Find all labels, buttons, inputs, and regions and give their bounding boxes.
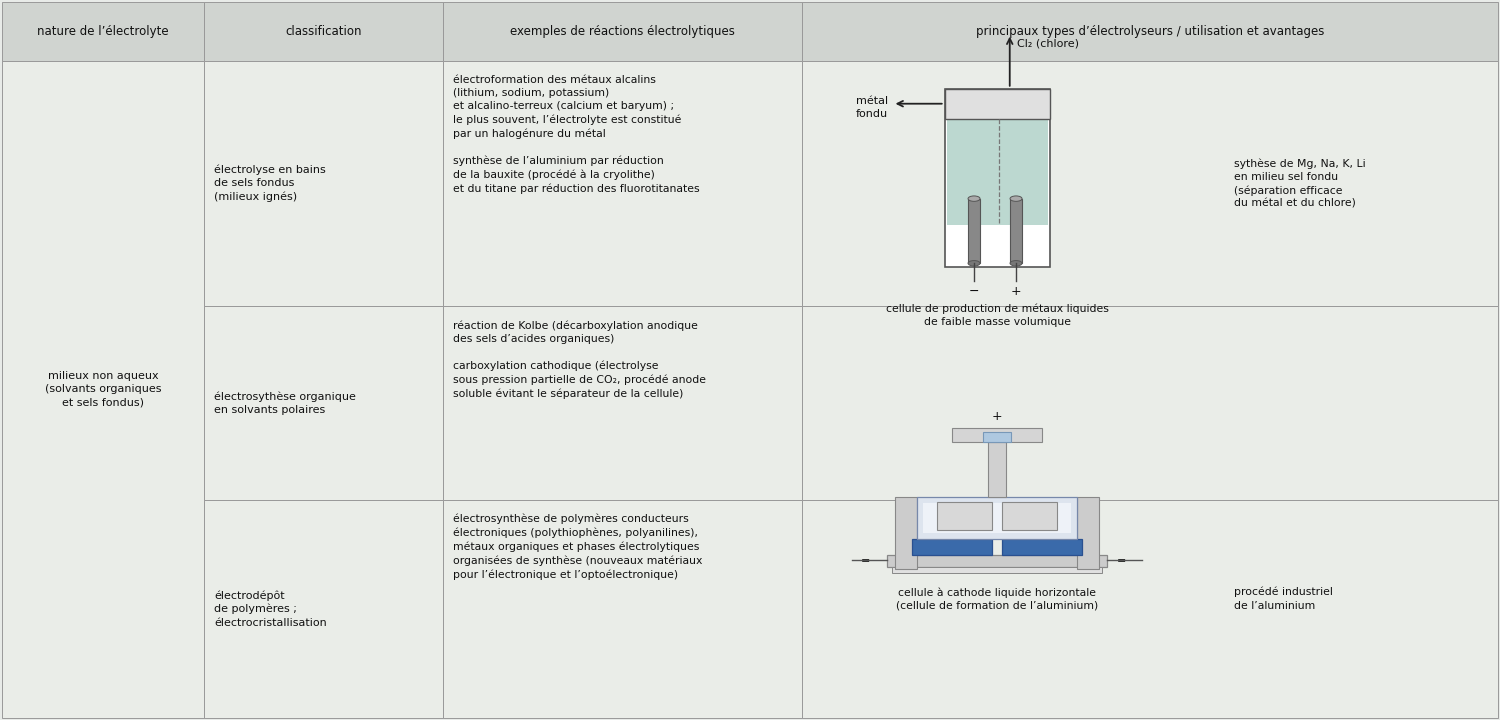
Bar	[916, 497, 1077, 539]
Bar	[802, 2, 1498, 60]
Text: sythèse de Mg, Na, K, Li
en milieu sel fondu
(séparation efficace
du métal et du: sythèse de Mg, Na, K, Li en milieu sel f…	[1233, 158, 1365, 209]
Text: Cl₂ (chlore): Cl₂ (chlore)	[1017, 39, 1078, 49]
Bar	[922, 503, 1071, 533]
Text: procédé industriel
de l’aluminium: procédé industriel de l’aluminium	[1233, 587, 1332, 611]
Bar	[1010, 199, 1022, 264]
Bar	[444, 2, 802, 60]
Bar	[204, 306, 444, 500]
Ellipse shape	[968, 261, 980, 266]
Text: principaux types d’électrolyseurs / utilisation et avantages: principaux types d’électrolyseurs / util…	[976, 25, 1324, 38]
Bar	[886, 555, 1107, 567]
Bar	[802, 500, 1498, 718]
Text: électrolyse en bains
de sels fondus
(milieux ignés): électrolyse en bains de sels fondus (mil…	[214, 165, 326, 202]
Text: milieux non aqueux
(solvants organiques
et sels fondus): milieux non aqueux (solvants organiques …	[45, 371, 160, 408]
Text: métal
fondu: métal fondu	[855, 96, 888, 119]
Text: =: =	[861, 556, 870, 566]
Text: électrosynthèse de polymères conducteurs
électroniques (polythiophènes, polyanil: électrosynthèse de polymères conducteurs…	[453, 513, 702, 580]
Ellipse shape	[1010, 261, 1022, 266]
Bar	[2, 2, 204, 60]
Bar	[912, 539, 992, 555]
Bar	[946, 119, 1047, 225]
Bar	[444, 60, 802, 306]
Text: =: =	[1116, 556, 1126, 566]
Text: +: +	[1011, 285, 1022, 298]
Bar	[2, 60, 204, 718]
Bar	[1002, 502, 1058, 530]
Text: électroformation des métaux alcalins
(lithium, sodium, potassium)
et alcalino-te: électroformation des métaux alcalins (li…	[453, 75, 700, 194]
Bar	[204, 500, 444, 718]
Bar	[945, 89, 1050, 266]
Bar	[802, 60, 1498, 306]
Bar	[444, 500, 802, 718]
Bar	[444, 306, 802, 500]
Ellipse shape	[968, 196, 980, 202]
Ellipse shape	[1010, 196, 1022, 202]
Bar	[952, 428, 1042, 442]
Bar	[802, 306, 1498, 500]
Bar	[892, 567, 1102, 573]
Bar	[945, 89, 1050, 119]
Bar	[1002, 539, 1082, 555]
Bar	[1077, 497, 1100, 569]
Text: électrodépôt
de polymères ;
électrocristallisation: électrodépôt de polymères ; électrocrist…	[214, 590, 327, 628]
Bar	[896, 497, 916, 569]
Text: classification: classification	[285, 25, 362, 38]
Text: réaction de Kolbe (décarboxylation anodique
des sels d’acides organiques)

carbo: réaction de Kolbe (décarboxylation anodi…	[453, 320, 706, 399]
Text: exemples de réactions électrolytiques: exemples de réactions électrolytiques	[510, 25, 735, 38]
Bar	[968, 199, 980, 264]
Bar	[988, 442, 1006, 497]
Bar	[204, 2, 444, 60]
Bar	[982, 432, 1011, 442]
Text: cellule de production de métaux liquides
de faible masse volumique: cellule de production de métaux liquides…	[885, 303, 1108, 327]
Bar	[938, 502, 992, 530]
Bar	[204, 60, 444, 306]
Text: électrosythèse organique
en solvants polaires: électrosythèse organique en solvants pol…	[214, 391, 356, 415]
Text: nature de l’électrolyte: nature de l’électrolyte	[38, 25, 170, 38]
Text: −: −	[969, 285, 980, 298]
Text: cellule à cathode liquide horizontale
(cellule de formation de l’aluminium): cellule à cathode liquide horizontale (c…	[896, 587, 1098, 611]
Text: +: +	[992, 410, 1002, 423]
